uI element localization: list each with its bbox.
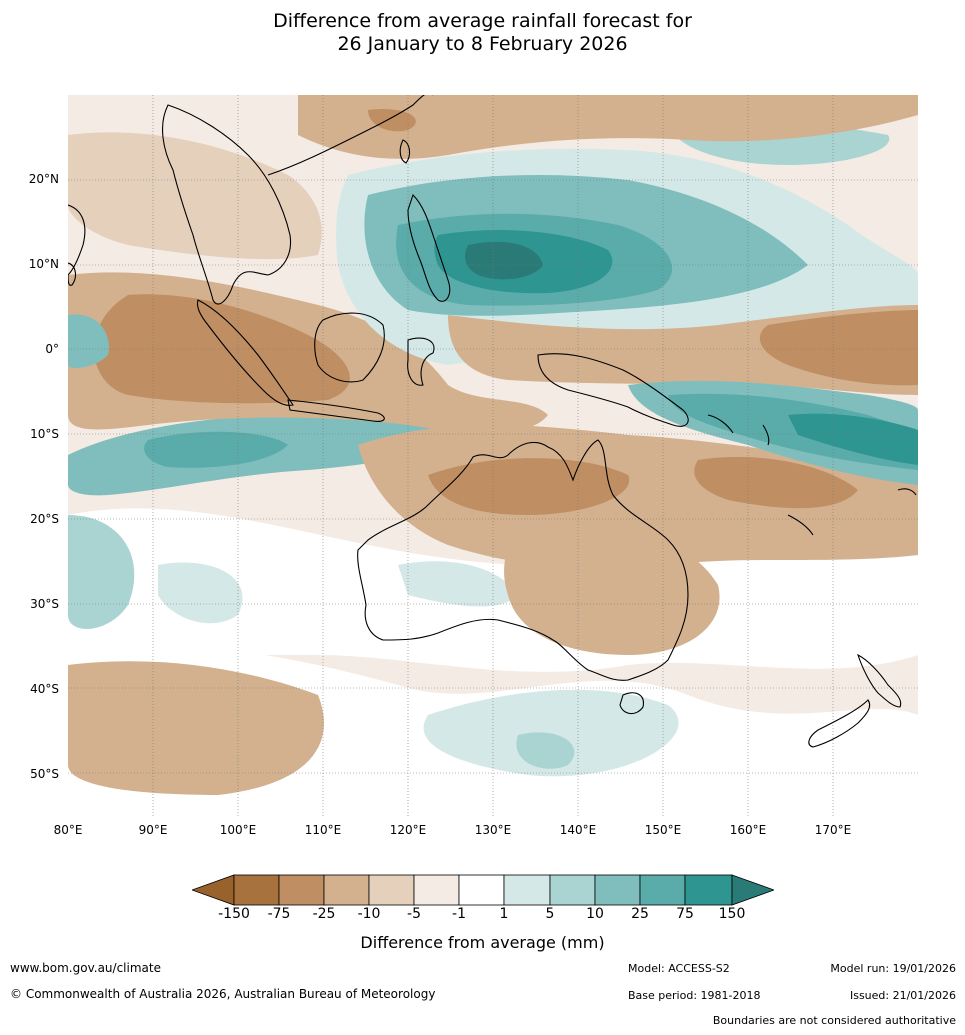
brown-spot-china — [368, 109, 416, 132]
footer-base-period: Base period: 1981-2018 — [628, 989, 761, 1002]
colorbar-tick-label: 75 — [676, 906, 694, 922]
java-coast — [287, 399, 385, 422]
coastlines — [68, 95, 917, 748]
brown-region-southwest — [68, 661, 324, 795]
colorbar-bin-4 — [368, 874, 415, 906]
colorbar-bin-10 — [639, 874, 686, 906]
colorbar-bin-5 — [413, 874, 460, 906]
lon-label-110e: 110°E — [304, 823, 342, 837]
borneo-coast — [314, 312, 385, 383]
lon-label-80e: 80°E — [53, 823, 83, 837]
lon-label-170e: 170°E — [814, 823, 852, 837]
lon-label-160e: 160°E — [729, 823, 767, 837]
teal-core-indian-ocean — [144, 431, 288, 468]
lat-label-20s: 20°S — [30, 512, 59, 526]
teal-region-indian-ocean — [158, 562, 243, 624]
teal-region-off-wa — [398, 561, 518, 607]
colorbar-bin-8 — [549, 874, 596, 906]
colorbar-bin-7 — [503, 874, 551, 906]
colorbar-tick-label: -10 — [357, 906, 381, 922]
brown-region-south-asia — [68, 132, 322, 260]
lat-label-40s: 40°S — [30, 682, 59, 696]
footer-model: Model: ACCESS-S2 — [628, 962, 730, 975]
lat-label-30s: 30°S — [30, 597, 59, 611]
teal-spot-west-equator — [68, 314, 109, 368]
sri-lanka-coast — [68, 262, 77, 286]
colorbar-bin-1 — [233, 874, 280, 906]
colorbar-bin-11 — [684, 874, 733, 906]
india-coast — [68, 204, 86, 276]
vanuatu-coast — [762, 424, 770, 446]
lon-label-130e: 130°E — [474, 823, 512, 837]
lat-label-10s: 10°S — [30, 427, 59, 441]
teal-core-south-pacific — [788, 413, 918, 465]
colorbar-tick-label: -25 — [312, 906, 336, 922]
lon-label-90e: 90°E — [138, 823, 168, 837]
brown-region-north-strip — [298, 95, 918, 159]
colorbar-tick-label: 5 — [545, 906, 555, 922]
footer-url[interactable]: www.bom.gov.au/climate — [10, 961, 161, 975]
lon-label-120e: 120°E — [389, 823, 427, 837]
fiji-coast — [897, 488, 917, 496]
colorbar — [192, 874, 774, 906]
footer-boundaries-note: Boundaries are not considered authoritat… — [712, 1014, 956, 1027]
teal-region-south — [423, 689, 679, 777]
sulawesi-coast — [407, 337, 435, 386]
lon-label-100e: 100°E — [219, 823, 257, 837]
colorbar-extend-high — [731, 874, 774, 906]
footer-copyright: © Commonwealth of Australia 2026, Austra… — [10, 987, 436, 1001]
map-canvas — [68, 95, 918, 816]
title-line-1: Difference from average rainfall forecas… — [273, 10, 692, 32]
new-caledonia-coast — [787, 514, 814, 536]
nz-north-island-coast — [857, 653, 902, 708]
brown-core-northern-australia — [428, 458, 630, 515]
lat-label-10n: 10°N — [28, 257, 59, 271]
colorbar-extend-low — [192, 874, 235, 906]
brown-core-coral-sea — [694, 456, 858, 509]
teal-peak-philippine-sea — [465, 241, 543, 280]
colorbar-tick-label: -1 — [452, 906, 466, 922]
lat-label-20n: 20°N — [28, 172, 59, 186]
colorbar-bin-9 — [594, 874, 641, 906]
colorbar-tick-label: -75 — [267, 906, 291, 922]
nz-south-island-coast — [808, 699, 871, 748]
colorbar-bin-6 — [458, 874, 505, 906]
solomon-islands-coast — [707, 414, 734, 434]
lat-label-0: 0° — [45, 342, 59, 356]
taiwan-coast — [399, 139, 411, 164]
brown-region-eastern-australia — [504, 522, 720, 655]
lat-label-50s: 50°S — [30, 767, 59, 781]
colorbar-tick-label: -5 — [407, 906, 421, 922]
footer-model-run: Model run: 19/01/2026 — [830, 962, 956, 975]
lon-label-150e: 150°E — [644, 823, 682, 837]
title-line-2: 26 January to 8 February 2026 — [337, 33, 628, 55]
sumatra-coast — [196, 299, 294, 406]
colorbar-bin-2 — [278, 874, 325, 906]
tasmania-coast — [619, 692, 644, 715]
rainfall-map — [68, 95, 918, 816]
philippines-coast — [407, 193, 451, 302]
indochina-coast — [162, 104, 292, 305]
colorbar-tick-label: 10 — [586, 906, 604, 922]
colorbar-tick-label: -150 — [218, 906, 250, 922]
colorbar-bin-3 — [323, 874, 370, 906]
colorbar-tick-label: 150 — [718, 906, 746, 922]
brown-core-equatorial-pacific — [759, 310, 918, 386]
new-guinea-coast — [537, 353, 689, 427]
lon-label-140e: 140°E — [559, 823, 597, 837]
colorbar-tick-label: 1 — [499, 906, 509, 922]
teal-region-west-mid — [68, 515, 135, 629]
colorbar-title: Difference from average (mm) — [360, 933, 605, 952]
australia-coast — [357, 439, 689, 681]
map-title: Difference from average rainfall forecas… — [0, 10, 965, 56]
china-coast — [267, 95, 433, 176]
teal-spot-south — [516, 732, 575, 769]
colorbar-tick-label: 25 — [631, 906, 649, 922]
footer-issued: Issued: 21/01/2026 — [849, 989, 956, 1002]
